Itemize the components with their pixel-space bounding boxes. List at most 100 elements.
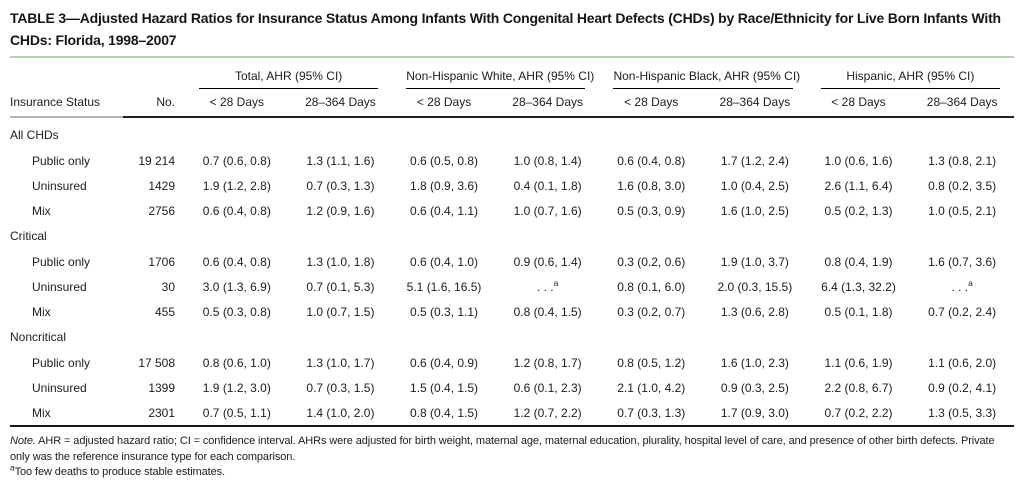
table-row: Public only 1706 0.6 (0.4, 0.8) 1.3 (1.0, 1…: [10, 249, 1014, 274]
ahr-cell: 1.7 (0.9, 3.0): [720, 405, 789, 420]
count-cell: 2301: [148, 405, 176, 420]
ahr-cell: 0.9 (0.3, 2.5): [720, 380, 789, 395]
col-header-lt28-nh-white: < 28 Days: [392, 89, 496, 118]
ahr-cell: 0.8 (0.1, 6.0): [617, 279, 686, 294]
ahr-cell: 2.1 (1.0, 4.2): [617, 380, 686, 395]
ahr-cell: 1.3 (0.5, 3.3): [928, 405, 997, 420]
ahr-cell: 0.6 (0.4, 0.8): [202, 254, 271, 269]
table-row: Uninsured 1429 1.9 (1.2, 2.8) 0.7 (0.3, 1.3…: [10, 173, 1014, 198]
col-header-28-364-hispanic: 28–364 Days: [910, 89, 1014, 118]
ahr-cell: 1.5 (0.4, 1.5): [410, 380, 479, 395]
ahr-cell: 1.0 (0.6, 1.6): [824, 153, 893, 168]
ahr-cell: 1.6 (0.8, 3.0): [617, 178, 686, 193]
col-header-28-364-total: 28–364 Days: [288, 89, 393, 118]
section-row: Critical: [10, 223, 1014, 249]
count-cell: 1399: [148, 380, 176, 395]
ahr-cell: 0.8 (0.4, 1.5): [513, 304, 582, 319]
group-header-total: Total, AHR (95% CI): [185, 67, 392, 89]
count-cell: 2756: [148, 203, 176, 218]
ahr-cell: 1.3 (1.0, 1.8): [306, 254, 375, 269]
note-text: AHR = adjusted hazard ratio; CI = confid…: [10, 435, 995, 463]
ahr-cell: 1.0 (0.7, 1.5): [306, 304, 375, 319]
section-label: Noncritical: [10, 330, 67, 344]
table-row: Mix 2301 0.7 (0.5, 1.1) 1.4 (1.0, 2.0) 0.8 (…: [10, 400, 1014, 426]
ahr-cell: 0.9 (0.2, 4.1): [928, 380, 997, 395]
group-header-nh-white-label: Non-Hispanic White, AHR (95% CI): [406, 69, 594, 89]
ahr-cell: 0.7 (0.3, 1.5): [306, 380, 375, 395]
section-label: Critical: [10, 229, 47, 243]
ahr-cell: 1.2 (0.8, 1.7): [513, 355, 582, 370]
ahr-cell: 3.0 (1.3, 6.9): [202, 279, 271, 294]
group-header-total-label: Total, AHR (95% CI): [199, 69, 379, 89]
paper-table-page: TABLE 3—Adjusted Hazard Ratios for Insur…: [10, 10, 1014, 481]
ahr-cell: 1.0 (0.4, 2.5): [720, 178, 789, 193]
ahr-cell: 1.6 (1.0, 2.5): [720, 203, 789, 218]
sub-header-row: < 28 Days 28–364 Days < 28 Days 28–364 D…: [10, 89, 1014, 118]
count-cell: 1429: [148, 178, 176, 193]
row-label: Uninsured: [32, 178, 87, 193]
group-header-nh-black-label: Non-Hispanic Black, AHR (95% CI): [613, 69, 800, 89]
group-header-nh-black: Non-Hispanic Black, AHR (95% CI): [599, 67, 806, 89]
col-header-lt28-nh-black: < 28 Days: [599, 89, 704, 118]
ahr-cell: 0.7 (0.3, 1.3): [617, 405, 686, 420]
row-label: Mix: [32, 304, 51, 319]
footnote-a-marker: a: [10, 462, 15, 473]
ahr-cell: 0.6 (0.4, 0.8): [202, 203, 271, 218]
ahr-cell: 2.2 (0.8, 6.7): [824, 380, 893, 395]
row-label: Public only: [32, 355, 91, 370]
title-divider: [10, 56, 1014, 58]
ahr-cell: 1.6 (0.7, 3.6): [928, 254, 997, 269]
row-label: Mix: [32, 405, 51, 420]
ahr-cell: 1.9 (1.0, 3.7): [720, 254, 789, 269]
table-footnote: Note. AHR = adjusted hazard ratio; CI = …: [10, 434, 1014, 481]
ahr-cell: 1.3 (1.1, 1.6): [306, 153, 375, 168]
count-cell: 455: [154, 304, 176, 319]
footnote-marker-a: a: [553, 277, 559, 288]
row-label: Public only: [32, 254, 91, 269]
ahr-cell: 0.8 (0.4, 1.5): [410, 405, 479, 420]
footnote-a-text: Too few deaths to produce stable estimat…: [14, 466, 225, 478]
table-body: All CHDs Public only 19 214 0.7 (0.6, 0.8) 1…: [10, 117, 1014, 426]
note-label: Note.: [10, 435, 36, 447]
table-row: Uninsured 1399 1.9 (1.2, 3.0) 0.7 (0.3, 1.5…: [10, 375, 1014, 400]
ahr-cell: 1.3 (0.8, 2.1): [928, 153, 997, 168]
ahr-cell: 0.7 (0.3, 1.3): [306, 178, 375, 193]
table-row: Public only 19 214 0.7 (0.6, 0.8) 1.3 (1.1,…: [10, 148, 1014, 173]
ahr-cell: 0.7 (0.1, 5.3): [306, 279, 375, 294]
table-row: Mix 455 0.5 (0.3, 0.8) 1.0 (0.7, 1.5) 0.5 (0…: [10, 299, 1014, 324]
ahr-cell: 1.7 (1.2, 2.4): [720, 153, 789, 168]
ahr-cell: . . .a: [536, 277, 559, 294]
table-row: Uninsured 30 3.0 (1.3, 6.9) 0.7 (0.1, 5.3) 5…: [10, 274, 1014, 299]
col-header-lt28-hispanic: < 28 Days: [806, 89, 911, 118]
ahr-cell: 0.5 (0.1, 1.8): [824, 304, 893, 319]
ahr-cell: 1.4 (1.0, 2.0): [306, 405, 375, 420]
ahr-cell: 0.5 (0.2, 1.3): [824, 203, 893, 218]
group-header-hispanic: Hispanic, AHR (95% CI): [807, 67, 1014, 89]
ahr-cell: 0.4 (0.1, 1.8): [513, 178, 582, 193]
ahr-cell: 0.8 (0.6, 1.0): [202, 355, 271, 370]
ahr-cell: 0.3 (0.2, 0.7): [617, 304, 686, 319]
ahr-cell: . . .a: [951, 277, 973, 294]
ahr-cell: 0.9 (0.6, 1.4): [513, 254, 582, 269]
ahr-cell: 0.7 (0.5, 1.1): [202, 405, 271, 420]
group-header-row: Insurance Status No. Total, AHR (95% CI)…: [10, 67, 1014, 118]
count-cell: 30: [161, 279, 176, 294]
count-column-header: No.: [122, 67, 186, 118]
row-label: Uninsured: [32, 279, 87, 294]
section-label: All CHDs: [10, 128, 59, 142]
ahr-cell: 1.0 (0.5, 2.1): [928, 203, 997, 218]
ahr-cell: 5.1 (1.6, 16.5): [406, 279, 482, 294]
ahr-cell: 6.4 (1.3, 32.2): [821, 279, 896, 294]
ahr-cell: 1.2 (0.9, 1.6): [306, 203, 375, 218]
ahr-cell: 1.1 (0.6, 1.9): [824, 355, 893, 370]
table-title: TABLE 3—Adjusted Hazard Ratios for Insur…: [10, 10, 1001, 48]
ahr-cell: 1.6 (1.0, 2.3): [720, 355, 789, 370]
ahr-cell: 1.3 (0.6, 2.8): [720, 304, 789, 319]
ahr-cell: 0.8 (0.4, 1.9): [824, 254, 893, 269]
row-label: Uninsured: [32, 380, 87, 395]
row-label: Mix: [32, 203, 51, 218]
row-label: Public only: [32, 153, 91, 168]
ahr-cell: 1.1 (0.6, 2.0): [928, 355, 997, 370]
ahr-cell: 0.8 (0.2, 3.5): [928, 178, 997, 193]
ahr-cell: 0.6 (0.4, 0.8): [617, 153, 686, 168]
